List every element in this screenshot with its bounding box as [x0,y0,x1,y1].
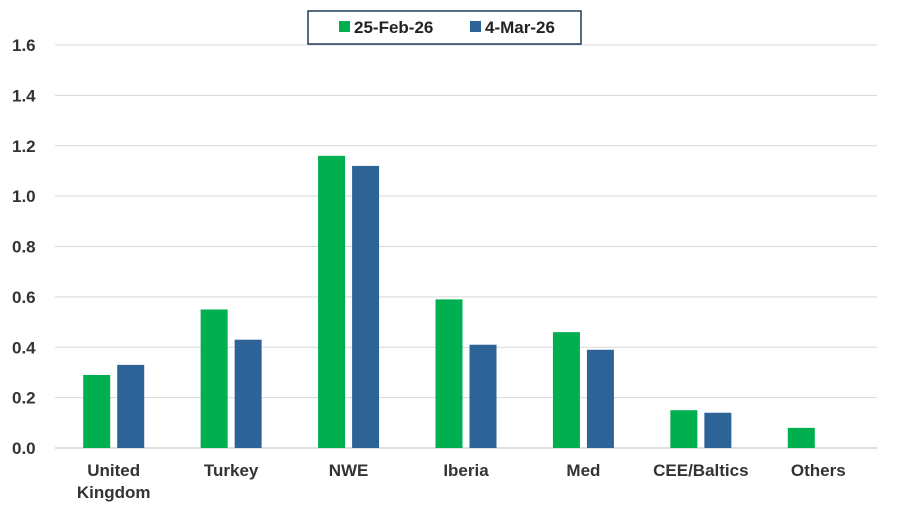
x-tick-label: NWE [329,461,369,480]
bars [83,155,815,448]
y-tick-label: 0.0 [12,439,36,458]
bar-4-mar-26-nwe [352,165,380,448]
legend-swatch-4-mar-26 [470,21,481,32]
y-tick-label: 1.0 [12,187,36,206]
x-tick-label: Med [566,461,600,480]
bar-25-feb-26-turkey [200,309,228,448]
bar-4-mar-26-iberia [469,344,497,448]
y-tick-label: 0.8 [12,238,36,257]
legend-label-25-feb-26: 25-Feb-26 [354,18,433,37]
legend-label-4-mar-26: 4-Mar-26 [485,18,555,37]
legend-swatch-25-feb-26 [339,21,350,32]
bar-25-feb-26-cee-baltics [670,410,698,448]
y-tick-label: 1.2 [12,137,36,156]
x-axis: United Kingdom Turkey NWE Iberia Med CEE/Balti… [77,461,846,502]
legend: 25-Feb-26 4-Mar-26 [307,10,582,45]
y-tick-label: 1.4 [12,86,36,105]
bar-4-mar-26-cee-baltics [704,412,732,448]
y-tick-label: 0.2 [12,389,36,408]
bar-4-mar-26-med [586,349,614,448]
y-tick-label: 1.6 [12,36,36,55]
bar-25-feb-26-iberia [435,299,463,448]
bar-25-feb-26-others [787,427,815,448]
y-axis: 0.0 0.2 0.4 0.6 0.8 1.0 1.2 1.4 1.6 [12,36,36,458]
bar-25-feb-26-med [552,332,580,448]
x-tick-label: United Kingdom [77,461,151,502]
y-tick-label: 0.6 [12,288,36,307]
bar-4-mar-26-united-kingdom [117,364,145,448]
legend-box [307,10,582,45]
x-tick-label: Turkey [204,461,259,480]
x-tick-label: Others [791,461,846,480]
x-tick-label: CEE/Baltics [653,461,748,480]
bar-25-feb-26-united-kingdom [83,374,111,448]
bar-4-mar-26-turkey [234,339,262,448]
bar-25-feb-26-nwe [318,155,346,448]
gridlines [55,44,877,449]
y-tick-label: 0.4 [12,338,36,357]
x-tick-label: Iberia [443,461,489,480]
